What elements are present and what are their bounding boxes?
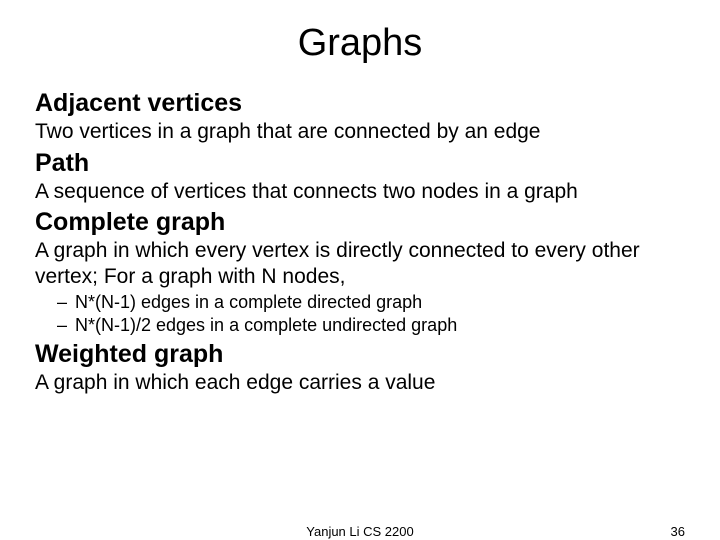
body-path: A sequence of vertices that connects two…: [35, 179, 685, 205]
slide-title: Graphs: [35, 22, 685, 65]
footer-page-number: 36: [671, 524, 685, 539]
section-weighted-graph: Weighted graph A graph in which each edg…: [35, 340, 685, 396]
section-path: Path A sequence of vertices that connect…: [35, 149, 685, 205]
bullet-list-complete-graph: N*(N-1) edges in a complete directed gra…: [35, 291, 685, 336]
bullet-item: N*(N-1) edges in a complete directed gra…: [75, 291, 685, 314]
body-adjacent-vertices: Two vertices in a graph that are connect…: [35, 119, 685, 145]
footer-author-course: Yanjun Li CS 2200: [306, 524, 413, 539]
bullet-item: N*(N-1)/2 edges in a complete undirected…: [75, 314, 685, 337]
body-complete-graph: A graph in which every vertex is directl…: [35, 238, 685, 289]
heading-complete-graph: Complete graph: [35, 208, 685, 237]
heading-path: Path: [35, 149, 685, 178]
heading-adjacent-vertices: Adjacent vertices: [35, 89, 685, 118]
body-weighted-graph: A graph in which each edge carries a val…: [35, 370, 685, 396]
heading-weighted-graph: Weighted graph: [35, 340, 685, 369]
section-adjacent-vertices: Adjacent vertices Two vertices in a grap…: [35, 89, 685, 145]
section-complete-graph: Complete graph A graph in which every ve…: [35, 208, 685, 336]
slide-container: Graphs Adjacent vertices Two vertices in…: [0, 0, 720, 540]
